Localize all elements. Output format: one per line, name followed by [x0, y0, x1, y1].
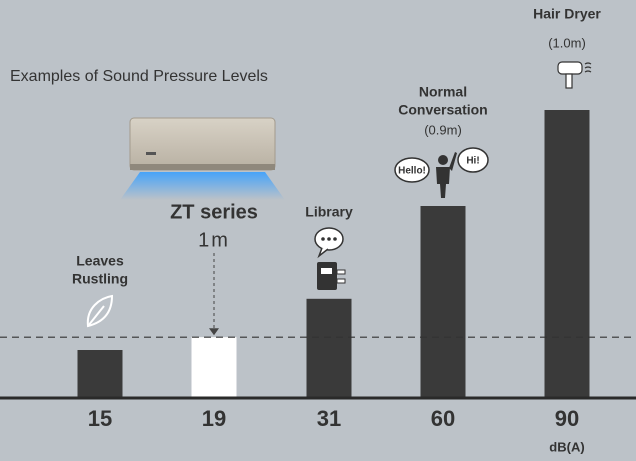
speech-bubble	[394, 157, 430, 183]
person-icon	[436, 152, 457, 198]
bubble-text: Hello!	[398, 166, 426, 177]
leaf-icon	[86, 294, 114, 328]
value-label: 15	[88, 406, 112, 431]
category-label: ZT series	[170, 201, 258, 223]
bar	[544, 110, 590, 398]
category-note: 1m	[198, 229, 230, 251]
bar	[420, 206, 466, 398]
category-label: Hair Dryer	[533, 6, 601, 22]
value-label: 19	[202, 406, 226, 431]
bar	[306, 298, 352, 398]
category-label: Conversation	[398, 102, 487, 118]
value-label: 31	[317, 406, 341, 431]
category-note: (0.9m)	[424, 122, 462, 137]
speech-bubble	[457, 147, 489, 173]
value-label: 60	[431, 406, 455, 431]
category-label: Normal	[419, 84, 467, 100]
arrow-head	[209, 328, 219, 336]
bar	[191, 337, 237, 398]
value-label: 90	[555, 406, 579, 431]
library-icon	[314, 227, 346, 290]
chart-title: Examples of Sound Pressure Levels	[10, 68, 268, 85]
unit-label: dB(A)	[549, 439, 584, 454]
category-label: Rustling	[72, 271, 128, 287]
air-conditioner-icon	[120, 117, 285, 200]
hair-dryer-icon	[557, 61, 592, 89]
category-label: Leaves	[76, 253, 124, 269]
category-note: (1.0m)	[548, 35, 586, 50]
category-label: Library	[305, 204, 353, 220]
bubble-text: Hi!	[466, 156, 479, 167]
bar	[77, 350, 123, 398]
